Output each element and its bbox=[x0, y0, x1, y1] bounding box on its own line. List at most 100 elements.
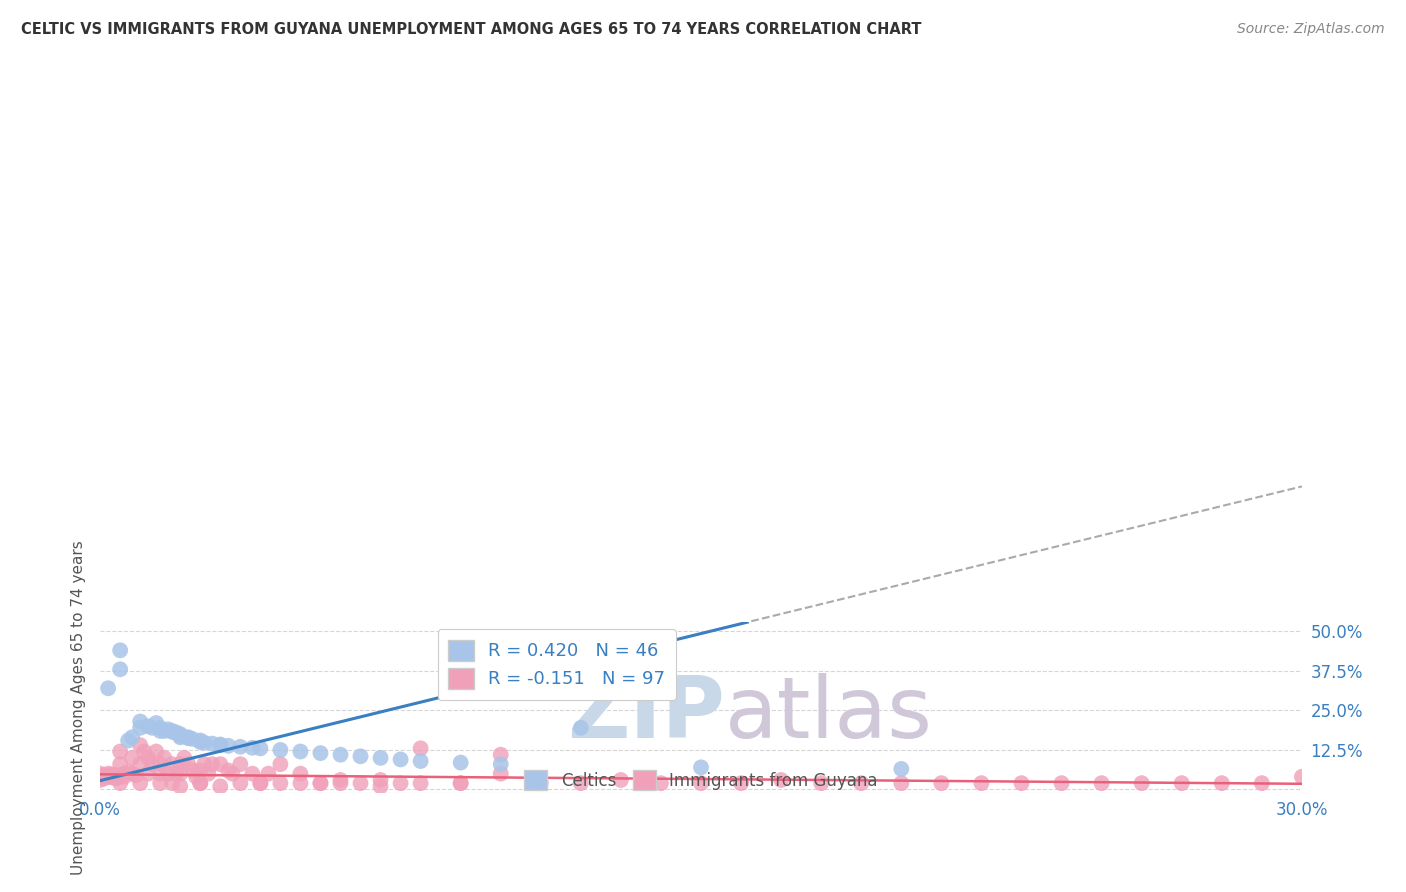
Point bbox=[329, 776, 352, 790]
Point bbox=[141, 721, 163, 735]
Point bbox=[136, 751, 159, 765]
Point bbox=[117, 765, 139, 780]
Point bbox=[193, 757, 215, 772]
Point bbox=[186, 770, 208, 784]
Point bbox=[169, 757, 191, 772]
Point bbox=[169, 780, 191, 794]
Point bbox=[93, 768, 115, 782]
Point bbox=[125, 768, 148, 782]
Point bbox=[169, 727, 191, 741]
Point bbox=[1211, 776, 1233, 790]
Point bbox=[177, 757, 200, 772]
Point bbox=[149, 776, 172, 790]
Point bbox=[249, 741, 271, 756]
Point bbox=[240, 740, 263, 755]
Point bbox=[851, 776, 873, 790]
Point bbox=[145, 716, 167, 731]
Point bbox=[89, 772, 111, 787]
Point bbox=[145, 745, 167, 759]
Point bbox=[890, 762, 912, 776]
Point bbox=[177, 731, 200, 745]
Point bbox=[169, 766, 191, 780]
Point bbox=[1011, 776, 1033, 790]
Text: ZIP: ZIP bbox=[567, 673, 725, 756]
Point bbox=[188, 776, 211, 790]
Point bbox=[970, 776, 993, 790]
Point bbox=[489, 766, 512, 780]
Point bbox=[93, 772, 115, 786]
Point bbox=[409, 754, 432, 768]
Point bbox=[217, 739, 239, 753]
Point bbox=[157, 723, 180, 737]
Point bbox=[209, 757, 232, 772]
Point bbox=[108, 745, 131, 759]
Point bbox=[129, 738, 152, 752]
Point bbox=[730, 776, 752, 790]
Point bbox=[209, 738, 232, 752]
Point bbox=[101, 767, 124, 781]
Point bbox=[329, 772, 352, 787]
Point bbox=[97, 766, 120, 780]
Point bbox=[112, 770, 135, 784]
Point bbox=[890, 776, 912, 790]
Point bbox=[162, 725, 184, 739]
Point bbox=[193, 736, 215, 750]
Point bbox=[173, 751, 195, 765]
Point bbox=[169, 729, 191, 743]
Point bbox=[165, 725, 187, 739]
Point bbox=[201, 757, 224, 772]
Point bbox=[117, 733, 139, 747]
Point bbox=[931, 776, 953, 790]
Point bbox=[129, 714, 152, 729]
Point bbox=[169, 731, 191, 745]
Point bbox=[329, 747, 352, 762]
Point bbox=[149, 757, 172, 772]
Point bbox=[309, 776, 332, 790]
Point bbox=[810, 776, 832, 790]
Point bbox=[450, 776, 472, 790]
Point bbox=[108, 662, 131, 676]
Point bbox=[1091, 776, 1114, 790]
Point bbox=[89, 766, 111, 780]
Point bbox=[97, 770, 120, 784]
Point bbox=[1291, 770, 1313, 784]
Point bbox=[229, 757, 252, 772]
Point bbox=[188, 733, 211, 747]
Point bbox=[229, 776, 252, 790]
Point bbox=[349, 749, 371, 764]
Point bbox=[108, 757, 131, 772]
Point bbox=[240, 766, 263, 780]
Point bbox=[217, 764, 239, 778]
Point bbox=[370, 772, 392, 787]
Point bbox=[197, 766, 219, 780]
Point bbox=[89, 770, 111, 784]
Y-axis label: Unemployment Among Ages 65 to 74 years: Unemployment Among Ages 65 to 74 years bbox=[72, 540, 86, 875]
Point bbox=[97, 681, 120, 696]
Point bbox=[162, 723, 184, 738]
Point bbox=[489, 757, 512, 772]
Point bbox=[257, 766, 280, 780]
Point bbox=[149, 721, 172, 735]
Point bbox=[489, 747, 512, 762]
Point bbox=[209, 738, 232, 752]
Point bbox=[121, 731, 143, 745]
Point bbox=[153, 723, 176, 738]
Point bbox=[157, 766, 180, 780]
Point bbox=[108, 776, 131, 790]
Point bbox=[177, 731, 200, 746]
Point bbox=[1170, 776, 1192, 790]
Point bbox=[136, 719, 159, 733]
Point bbox=[101, 771, 124, 785]
Point bbox=[309, 746, 332, 760]
Point bbox=[105, 772, 128, 786]
Point bbox=[181, 764, 204, 778]
Point bbox=[188, 735, 211, 749]
Point bbox=[149, 766, 172, 780]
Point bbox=[149, 723, 172, 738]
Point bbox=[134, 745, 156, 759]
Text: Source: ZipAtlas.com: Source: ZipAtlas.com bbox=[1237, 22, 1385, 37]
Point bbox=[108, 643, 131, 657]
Point bbox=[201, 737, 224, 751]
Point bbox=[162, 757, 184, 772]
Point bbox=[153, 751, 176, 765]
